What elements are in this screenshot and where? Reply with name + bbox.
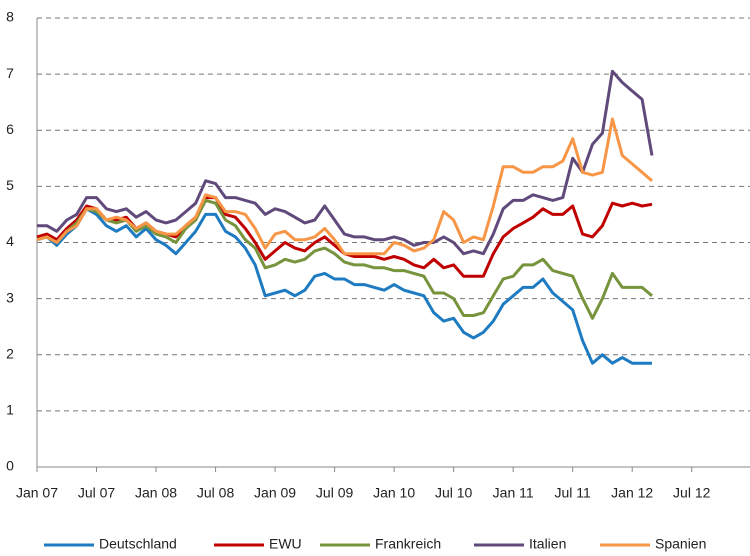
- legend-label: Italien: [529, 536, 566, 552]
- x-tick-label: Jan 10: [373, 485, 415, 501]
- x-tick-label: Jan 11: [493, 485, 534, 501]
- legend-label: Frankreich: [375, 536, 441, 552]
- x-tick-label: Jan 07: [16, 485, 58, 501]
- legend-label: EWU: [269, 536, 302, 552]
- y-tick-label: 5: [6, 177, 14, 193]
- y-tick-label: 3: [6, 289, 14, 305]
- x-tick-label: Jul 10: [435, 485, 473, 501]
- y-tick-label: 8: [6, 9, 14, 25]
- x-tick-label: Jul 11: [555, 485, 592, 501]
- legend-label: Deutschland: [99, 536, 177, 552]
- series-line: [36, 198, 653, 320]
- y-tick-label: 1: [6, 402, 14, 418]
- y-tick-label: 0: [6, 458, 14, 474]
- y-tick-label: 2: [6, 345, 14, 361]
- series-line: [36, 117, 653, 256]
- y-tick-label: 4: [6, 233, 14, 249]
- x-tick-label: Jul 12: [673, 485, 711, 501]
- legend-label: Spanien: [655, 536, 706, 552]
- x-tick-label: Jul 07: [78, 485, 116, 501]
- y-tick-label: 7: [6, 65, 14, 81]
- x-tick-label: Jan 08: [135, 485, 177, 501]
- x-tick-label: Jul 09: [316, 485, 354, 501]
- x-tick-label: Jul 08: [197, 485, 235, 501]
- series-line: [37, 69, 654, 256]
- x-tick-label: Jan 09: [254, 485, 296, 501]
- x-tick-label: Jan 12: [611, 485, 653, 501]
- series-line: [36, 207, 652, 365]
- y-tick-label: 6: [6, 121, 14, 137]
